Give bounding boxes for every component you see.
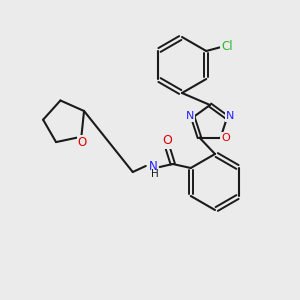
Text: O: O (162, 134, 172, 148)
Text: N: N (186, 111, 194, 122)
Text: H: H (151, 169, 159, 179)
Text: N: N (226, 111, 234, 122)
Text: O: O (221, 133, 230, 142)
Text: Cl: Cl (221, 40, 233, 53)
Text: O: O (78, 136, 87, 149)
Text: N: N (148, 160, 157, 172)
